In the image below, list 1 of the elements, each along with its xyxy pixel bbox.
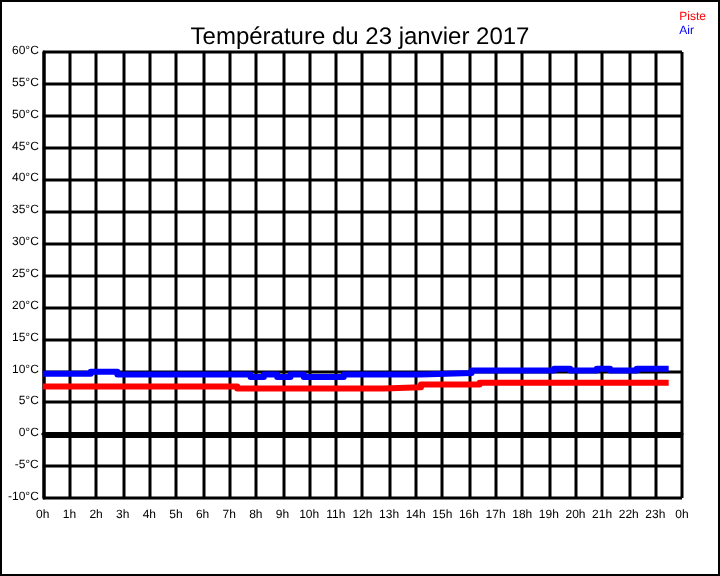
chart-title: Température du 23 janvier 2017 [190, 22, 531, 50]
